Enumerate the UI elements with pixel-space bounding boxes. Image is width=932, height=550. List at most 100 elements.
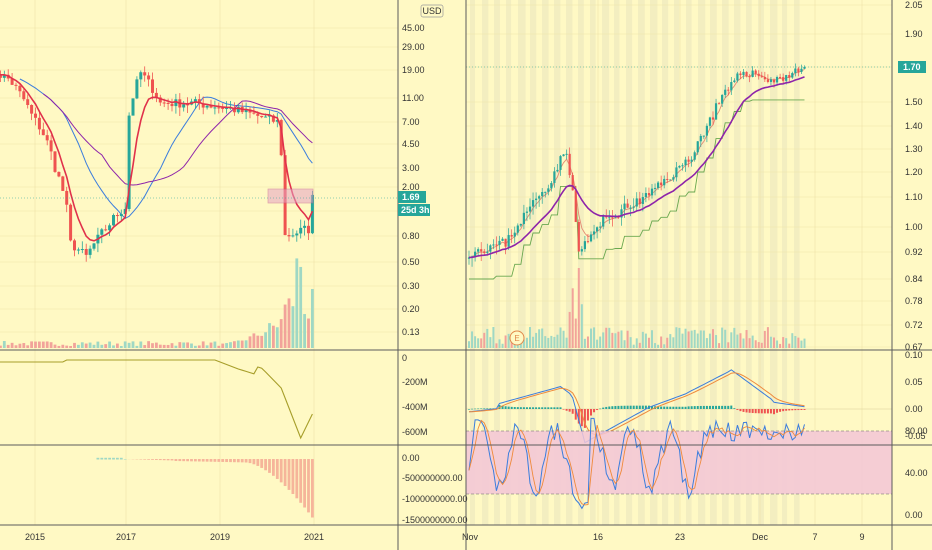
macd-histogram-bar [565,409,568,411]
volume-bar [638,342,641,348]
highlight-band [650,0,658,525]
volume-bar [65,345,69,348]
candle-body [69,204,73,241]
right-price-pane[interactable] [466,63,892,348]
macd-histogram-bar [623,405,626,409]
candle-body [635,198,638,207]
candle-body [193,99,197,102]
right-macd-pane[interactable] [466,369,892,444]
volume-bar [687,331,690,348]
candle-body [37,117,41,130]
candle-body [714,103,718,120]
candle-body [522,212,525,225]
right-price-axis-label: 2.05 [905,0,923,10]
highlight-band [578,0,584,525]
volume-bar [108,341,111,348]
left-indicator-pane-1[interactable] [0,359,313,440]
macd-histogram-bar [638,405,641,409]
candle-body [477,249,480,252]
left-price-pane[interactable] [0,64,398,348]
currency-label[interactable]: USD [420,4,444,18]
volume-bar [268,323,271,348]
volume-bar [599,336,602,348]
candle-body [291,235,295,237]
macd-histogram-bar [599,408,602,410]
left-indicator-pane-2[interactable] [96,457,314,518]
macd-histogram-bar [577,409,580,424]
macd-histogram-bar [681,406,684,409]
histogram-bar [166,459,170,461]
histogram-bar [112,457,115,460]
candle-body [139,72,143,80]
macd-histogram-bar [611,406,614,409]
candle-body [217,107,221,109]
candle-body [34,113,37,118]
candle-body [88,248,92,255]
volume-bar [593,327,596,348]
earnings-marker[interactable]: E [509,330,525,346]
volume-bar [162,344,166,348]
candle-body [92,243,96,249]
candle-body [775,76,779,83]
volume-bar [41,341,45,348]
macd-histogram-bar [474,408,477,410]
candle-body [538,196,541,199]
macd-histogram-bar [708,405,711,409]
volume-bar [623,340,626,348]
right-time-axis-label: 9 [859,532,864,542]
histogram-bar [272,459,275,476]
volume-bar [663,344,666,348]
macd-histogram-bar [766,409,769,414]
macd-histogram-bar [675,406,678,409]
candle-body [596,227,599,232]
right-stochastic-pane[interactable] [466,417,892,510]
candle-body [80,249,84,251]
right-price-axis-label: 0.78 [905,296,923,306]
right-time-axis-label: 16 [593,532,603,542]
candle-body [779,76,782,78]
volume-bar [483,332,486,348]
volume-bar [205,345,209,348]
candle-body [154,92,158,98]
macd-histogram-bar [763,409,766,414]
volume-bar [112,345,115,348]
volume-bar [182,342,186,348]
highlight-band [566,0,573,525]
histogram-bar [240,459,244,463]
histogram-bar [100,457,104,460]
volume-bar [34,341,37,348]
macd-histogram-bar [513,407,516,409]
highlight-band [626,0,633,525]
macd-histogram-bar [519,407,522,409]
volume-bar [217,345,221,348]
macd-histogram-bar [559,407,562,409]
histogram-bar [279,459,283,483]
histogram-bar [236,459,240,463]
volume-bar [100,344,104,348]
volume-bar [135,345,139,348]
macd-histogram-bar [477,408,480,410]
highlight-band [470,0,476,525]
candle-body [26,99,30,105]
volume-bar [748,338,751,348]
histogram-bar [229,459,232,463]
volume-bar [666,337,669,348]
histogram-bar [264,459,267,471]
candle-body [45,135,49,141]
volume-bar [739,333,742,348]
candle-body [287,235,291,237]
candle-body [474,251,477,257]
left-price-axis-label: 3.00 [402,163,420,173]
candle-body [10,78,14,85]
candle-body [626,203,629,208]
candle-body [162,102,166,104]
right-macd-axis-label: 0.00 [905,404,923,414]
histogram-bar [151,459,154,460]
highlight-band [590,0,596,525]
macd-histogram-bar [620,405,623,409]
histogram-bar [307,459,310,513]
stochastic-d-line [468,419,805,506]
candle-body [112,215,115,226]
candle-body [657,182,660,188]
